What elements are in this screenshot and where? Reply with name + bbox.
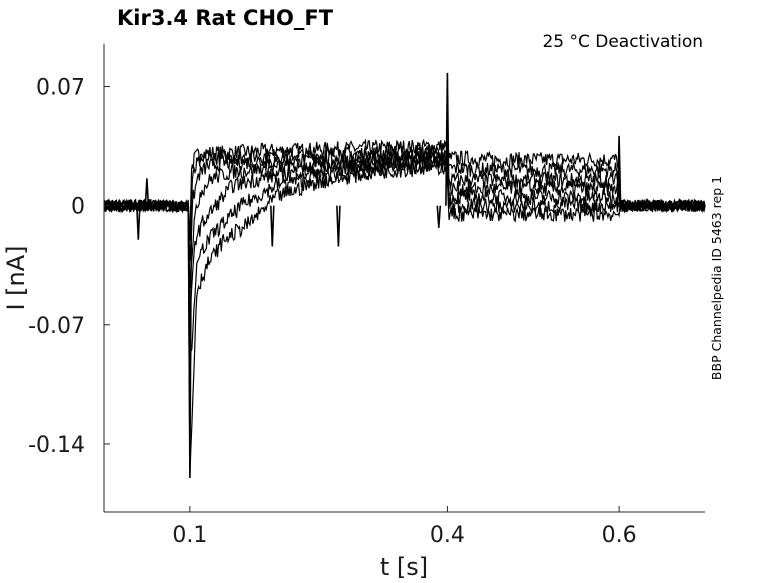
condition-label: 25 °C Deactivation xyxy=(542,32,703,52)
x-tick-label: 0.1 xyxy=(172,523,207,548)
x-ticks: 0.1 0.4 0.6 xyxy=(172,506,637,548)
current-trace-5 xyxy=(103,152,706,327)
current-trace-1 xyxy=(103,138,706,230)
current-trace-4 xyxy=(103,151,706,289)
transient-spike-7 xyxy=(445,72,450,206)
transient-spike-5 xyxy=(336,205,341,247)
transient-spike-3 xyxy=(187,205,193,479)
y-tick-label: -0.14 xyxy=(28,433,85,458)
y-tick-label: 0 xyxy=(71,195,85,220)
transient-spike-1 xyxy=(144,178,150,206)
current-trace-7 xyxy=(103,158,706,477)
transient-spike-4 xyxy=(270,205,275,247)
transient-spike-8 xyxy=(616,135,622,206)
trace-group xyxy=(103,72,706,479)
y-tick-label: 0.07 xyxy=(36,76,85,101)
y-tick-label: -0.07 xyxy=(28,314,85,339)
x-tick-label: 0.4 xyxy=(430,523,465,548)
y-axis-title: I [nA] xyxy=(2,245,30,310)
x-axis-title: t [s] xyxy=(380,553,428,581)
chart-title: Kir3.4 Rat CHO_FT xyxy=(117,6,334,30)
y-ticks: 0.07 0 -0.07 -0.14 xyxy=(28,76,110,458)
channelpedia-id-label: BBP Channelpedia ID 5463 rep 1 xyxy=(709,176,724,380)
transient-spike-6 xyxy=(436,205,442,228)
transient-spike-2 xyxy=(136,205,141,240)
x-tick-label: 0.6 xyxy=(602,523,637,548)
